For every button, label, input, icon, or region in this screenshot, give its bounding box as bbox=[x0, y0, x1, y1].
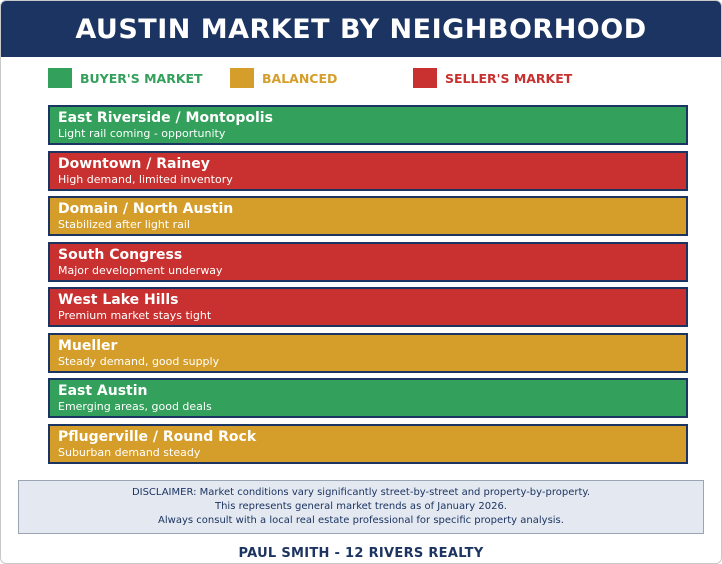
neighborhood-note: Steady demand, good supply bbox=[58, 354, 220, 368]
legend-label-buyers: BUYER'S MARKET bbox=[80, 70, 203, 86]
neighborhood-name: Downtown / Rainey bbox=[58, 155, 210, 172]
neighborhood-note: Emerging areas, good deals bbox=[58, 400, 212, 413]
neighborhood-note: Light rail coming - opportunity bbox=[58, 127, 226, 140]
neighborhood-note: High demand, limited inventory bbox=[58, 172, 233, 186]
neighborhood-note: Major development underway bbox=[58, 263, 223, 277]
neighborhood-row-mueller: Mueller Steady demand, good supply bbox=[48, 332, 688, 373]
neighborhood-row-east-austin: East Austin Emerging areas, good deals bbox=[48, 378, 688, 418]
legend-item-balanced: BALANCED bbox=[230, 68, 337, 88]
disclaimer-line: This represents general market trends as… bbox=[214, 501, 507, 512]
legend-swatch-buyers bbox=[48, 68, 72, 88]
neighborhood-row-west-lake-hills: West Lake Hills Premium market stays tig… bbox=[48, 287, 688, 327]
page-title: AUSTIN MARKET BY NEIGHBORHOOD bbox=[1, 1, 721, 57]
legend-swatch-balanced bbox=[230, 68, 254, 88]
disclaimer-line: DISCLAIMER: Market conditions vary signi… bbox=[131, 487, 591, 498]
neighborhood-row-east-riverside: East Riverside / Montopolis Light rail c… bbox=[48, 105, 688, 145]
neighborhood-name: South Congress bbox=[58, 246, 183, 263]
neighborhood-note: Premium market stays tight bbox=[58, 309, 212, 322]
neighborhood-note: Stabilized after light rail bbox=[58, 218, 190, 231]
footer-credit: PAUL SMITH - 12 RIVERS REALTY bbox=[238, 546, 484, 561]
disclaimer-box: DISCLAIMER: Market conditions vary signi… bbox=[18, 480, 704, 534]
neighborhood-note: Suburban demand steady bbox=[58, 445, 201, 459]
neighborhood-row-south-congress: South Congress Major development underwa… bbox=[48, 241, 688, 282]
neighborhood-row-domain-north-austin: Domain / North Austin Stabilized after l… bbox=[48, 196, 688, 236]
neighborhood-name: East Austin bbox=[58, 383, 148, 399]
legend-swatch-sellers bbox=[413, 68, 437, 88]
legend: BUYER'S MARKET BALANCED SELLER'S MARKET bbox=[48, 68, 688, 88]
neighborhood-name: West Lake Hills bbox=[58, 292, 179, 308]
neighborhood-name: Domain / North Austin bbox=[58, 201, 234, 217]
legend-label-balanced: BALANCED bbox=[262, 70, 338, 86]
neighborhood-row-pflugerville-round-rock: Pflugerville / Round Rock Suburban deman… bbox=[48, 423, 688, 464]
disclaimer-line: Always consult with a local real estate … bbox=[158, 515, 564, 526]
legend-item-buyers: BUYER'S MARKET bbox=[48, 68, 203, 88]
neighborhood-name: Mueller bbox=[58, 337, 118, 354]
neighborhood-list: East Riverside / Montopolis Light rail c… bbox=[48, 105, 688, 469]
neighborhood-row-downtown-rainey: Downtown / Rainey High demand, limited i… bbox=[48, 150, 688, 191]
neighborhood-name: Pflugerville / Round Rock bbox=[58, 428, 257, 445]
legend-item-sellers: SELLER'S MARKET bbox=[413, 68, 572, 88]
legend-label-sellers: SELLER'S MARKET bbox=[445, 70, 573, 86]
neighborhood-name: East Riverside / Montopolis bbox=[58, 110, 273, 126]
